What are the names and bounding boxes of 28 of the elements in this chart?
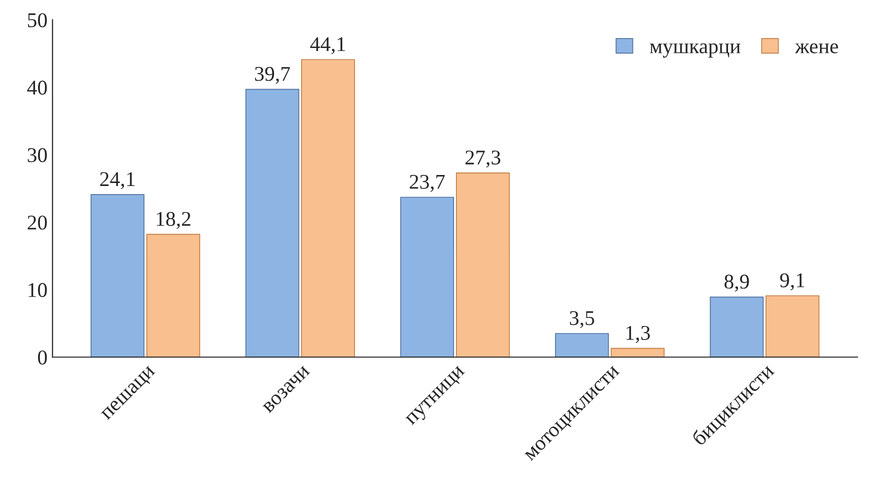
- bar: [301, 59, 355, 358]
- data-label: 1,3: [626, 326, 650, 343]
- y-tick-label: 40: [27, 80, 47, 95]
- bar: [710, 296, 764, 358]
- bar: [456, 172, 510, 358]
- y-tick-label: 20: [28, 216, 47, 230]
- legend-label: жене: [794, 43, 838, 54]
- data-label: 27,3: [466, 150, 500, 168]
- bar: [610, 348, 665, 358]
- bar: [90, 194, 144, 358]
- data-label: 44,1: [310, 37, 346, 54]
- y-tick-label: 0: [38, 350, 47, 365]
- data-label: 9,1: [780, 273, 804, 290]
- data-label: 39,7: [255, 66, 290, 84]
- y-tick-label: 10: [28, 283, 47, 298]
- bar: [766, 295, 820, 358]
- data-label: 3,5: [570, 311, 594, 328]
- data-label: 18,2: [156, 212, 190, 229]
- bar: [245, 88, 300, 358]
- bar: [400, 196, 454, 358]
- data-label: 24,1: [100, 172, 134, 190]
- y-tick-label: 30: [28, 148, 47, 162]
- data-label: 23,7: [410, 174, 445, 192]
- y-tick-label: 50: [28, 13, 47, 28]
- legend-label: мушкарци: [650, 43, 740, 58]
- data-label: 8,9: [724, 274, 749, 292]
- bar: [555, 333, 609, 358]
- bar: [146, 234, 200, 358]
